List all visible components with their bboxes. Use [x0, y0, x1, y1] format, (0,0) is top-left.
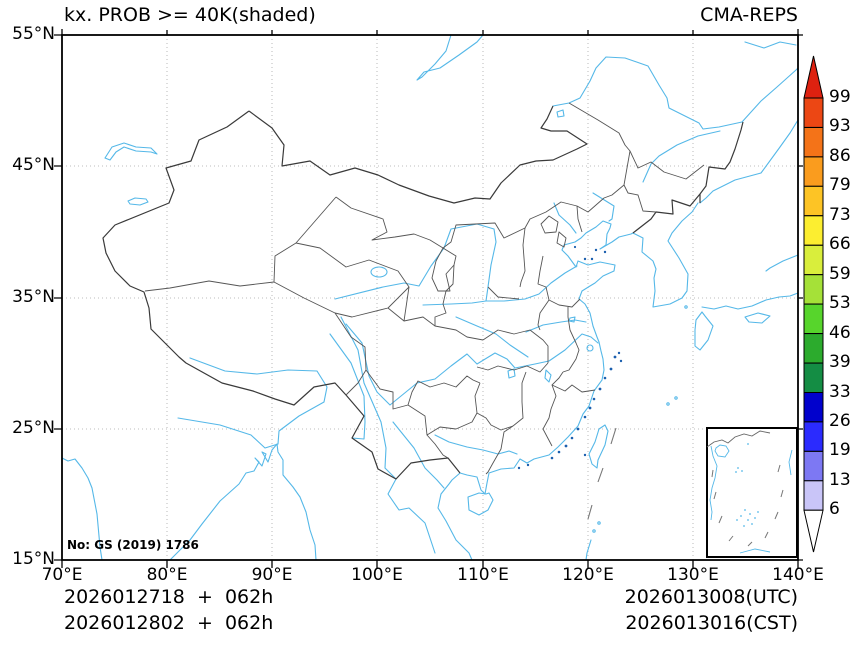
colorbar-box: [803, 303, 824, 335]
page-title: kx. PROB >= 40K(shaded): [64, 4, 316, 26]
colorbar-level-label: 79: [829, 175, 851, 196]
colorbar-box: [803, 97, 824, 128]
province-border-layer: [144, 102, 705, 475]
colorbar-arrow: [803, 509, 824, 553]
colorbar-level-label: 66: [829, 234, 851, 255]
init-time-cst: 2026012802 + 062h: [64, 612, 274, 634]
lat-tick-label: 15°N: [12, 549, 55, 569]
colorbar-box: [803, 274, 824, 305]
colorbar-box: [803, 185, 824, 217]
colorbar-box: [803, 333, 824, 364]
colorbar-box: [803, 127, 824, 158]
axis-ticks: [54, 29, 803, 568]
colorbar-level-label: 53: [829, 293, 851, 314]
lon-tick-label: 130°E: [667, 565, 719, 585]
colorbar-level-label: 93: [829, 116, 851, 137]
lat-tick-label: 55°N: [12, 24, 55, 44]
model-name-label: CMA-REPS: [700, 4, 798, 26]
map-frame: [54, 29, 803, 568]
colorbar-level-label: 33: [829, 381, 851, 402]
lon-tick-label: 70°E: [41, 565, 83, 585]
lon-tick-label: 100°E: [351, 565, 403, 585]
colorbar-box: [803, 392, 824, 423]
lon-tick-label: 110°E: [457, 565, 509, 585]
colorbar-level-label: 46: [829, 322, 851, 343]
colorbar-box: [803, 215, 824, 246]
colorbar-level-label: 26: [829, 410, 851, 431]
colorbar-box: [803, 450, 824, 482]
init-time-utc: 2026012718 + 062h: [64, 586, 274, 608]
colorbar-arrow: [803, 55, 824, 99]
valid-time-cst: 2026013016(CST): [625, 612, 798, 634]
valid-time-utc: 2026013008(UTC): [624, 586, 798, 608]
lat-tick-label: 35°N: [12, 287, 55, 307]
graticule-grid: [62, 35, 798, 560]
colorbar-level-label: 13: [829, 469, 851, 490]
colorbar-box: [803, 156, 824, 187]
colorbar-box: [803, 480, 824, 511]
island-specks-layer: [517, 245, 623, 470]
colorbar-level-label: 39: [829, 352, 851, 373]
coastline-river-layer: [61, 34, 799, 561]
map-license-annotation: No: GS (2019) 1786: [67, 538, 199, 552]
colorbar-level-label: 59: [829, 263, 851, 284]
colorbar: [803, 55, 824, 553]
colorbar-level-label: 99: [829, 87, 851, 107]
lat-tick-label: 45°N: [12, 155, 55, 175]
dashed-boundary-layer: [587, 427, 617, 520]
lon-tick-label: 120°E: [562, 565, 614, 585]
lon-tick-label: 90°E: [251, 565, 293, 585]
colorbar-level-label: 73: [829, 204, 851, 225]
colorbar-level-label: 6: [829, 499, 840, 520]
colorbar-level-label: 19: [829, 440, 851, 461]
colorbar-box: [803, 421, 824, 452]
lat-tick-label: 25°N: [12, 418, 55, 438]
south-china-sea-inset: [706, 427, 798, 558]
colorbar-level-label: 86: [829, 145, 851, 166]
lon-tick-label: 140°E: [772, 565, 824, 585]
national-border-layer: [102, 105, 744, 480]
colorbar-box: [803, 362, 824, 394]
colorbar-box: [803, 244, 824, 276]
lon-tick-label: 80°E: [146, 565, 188, 585]
